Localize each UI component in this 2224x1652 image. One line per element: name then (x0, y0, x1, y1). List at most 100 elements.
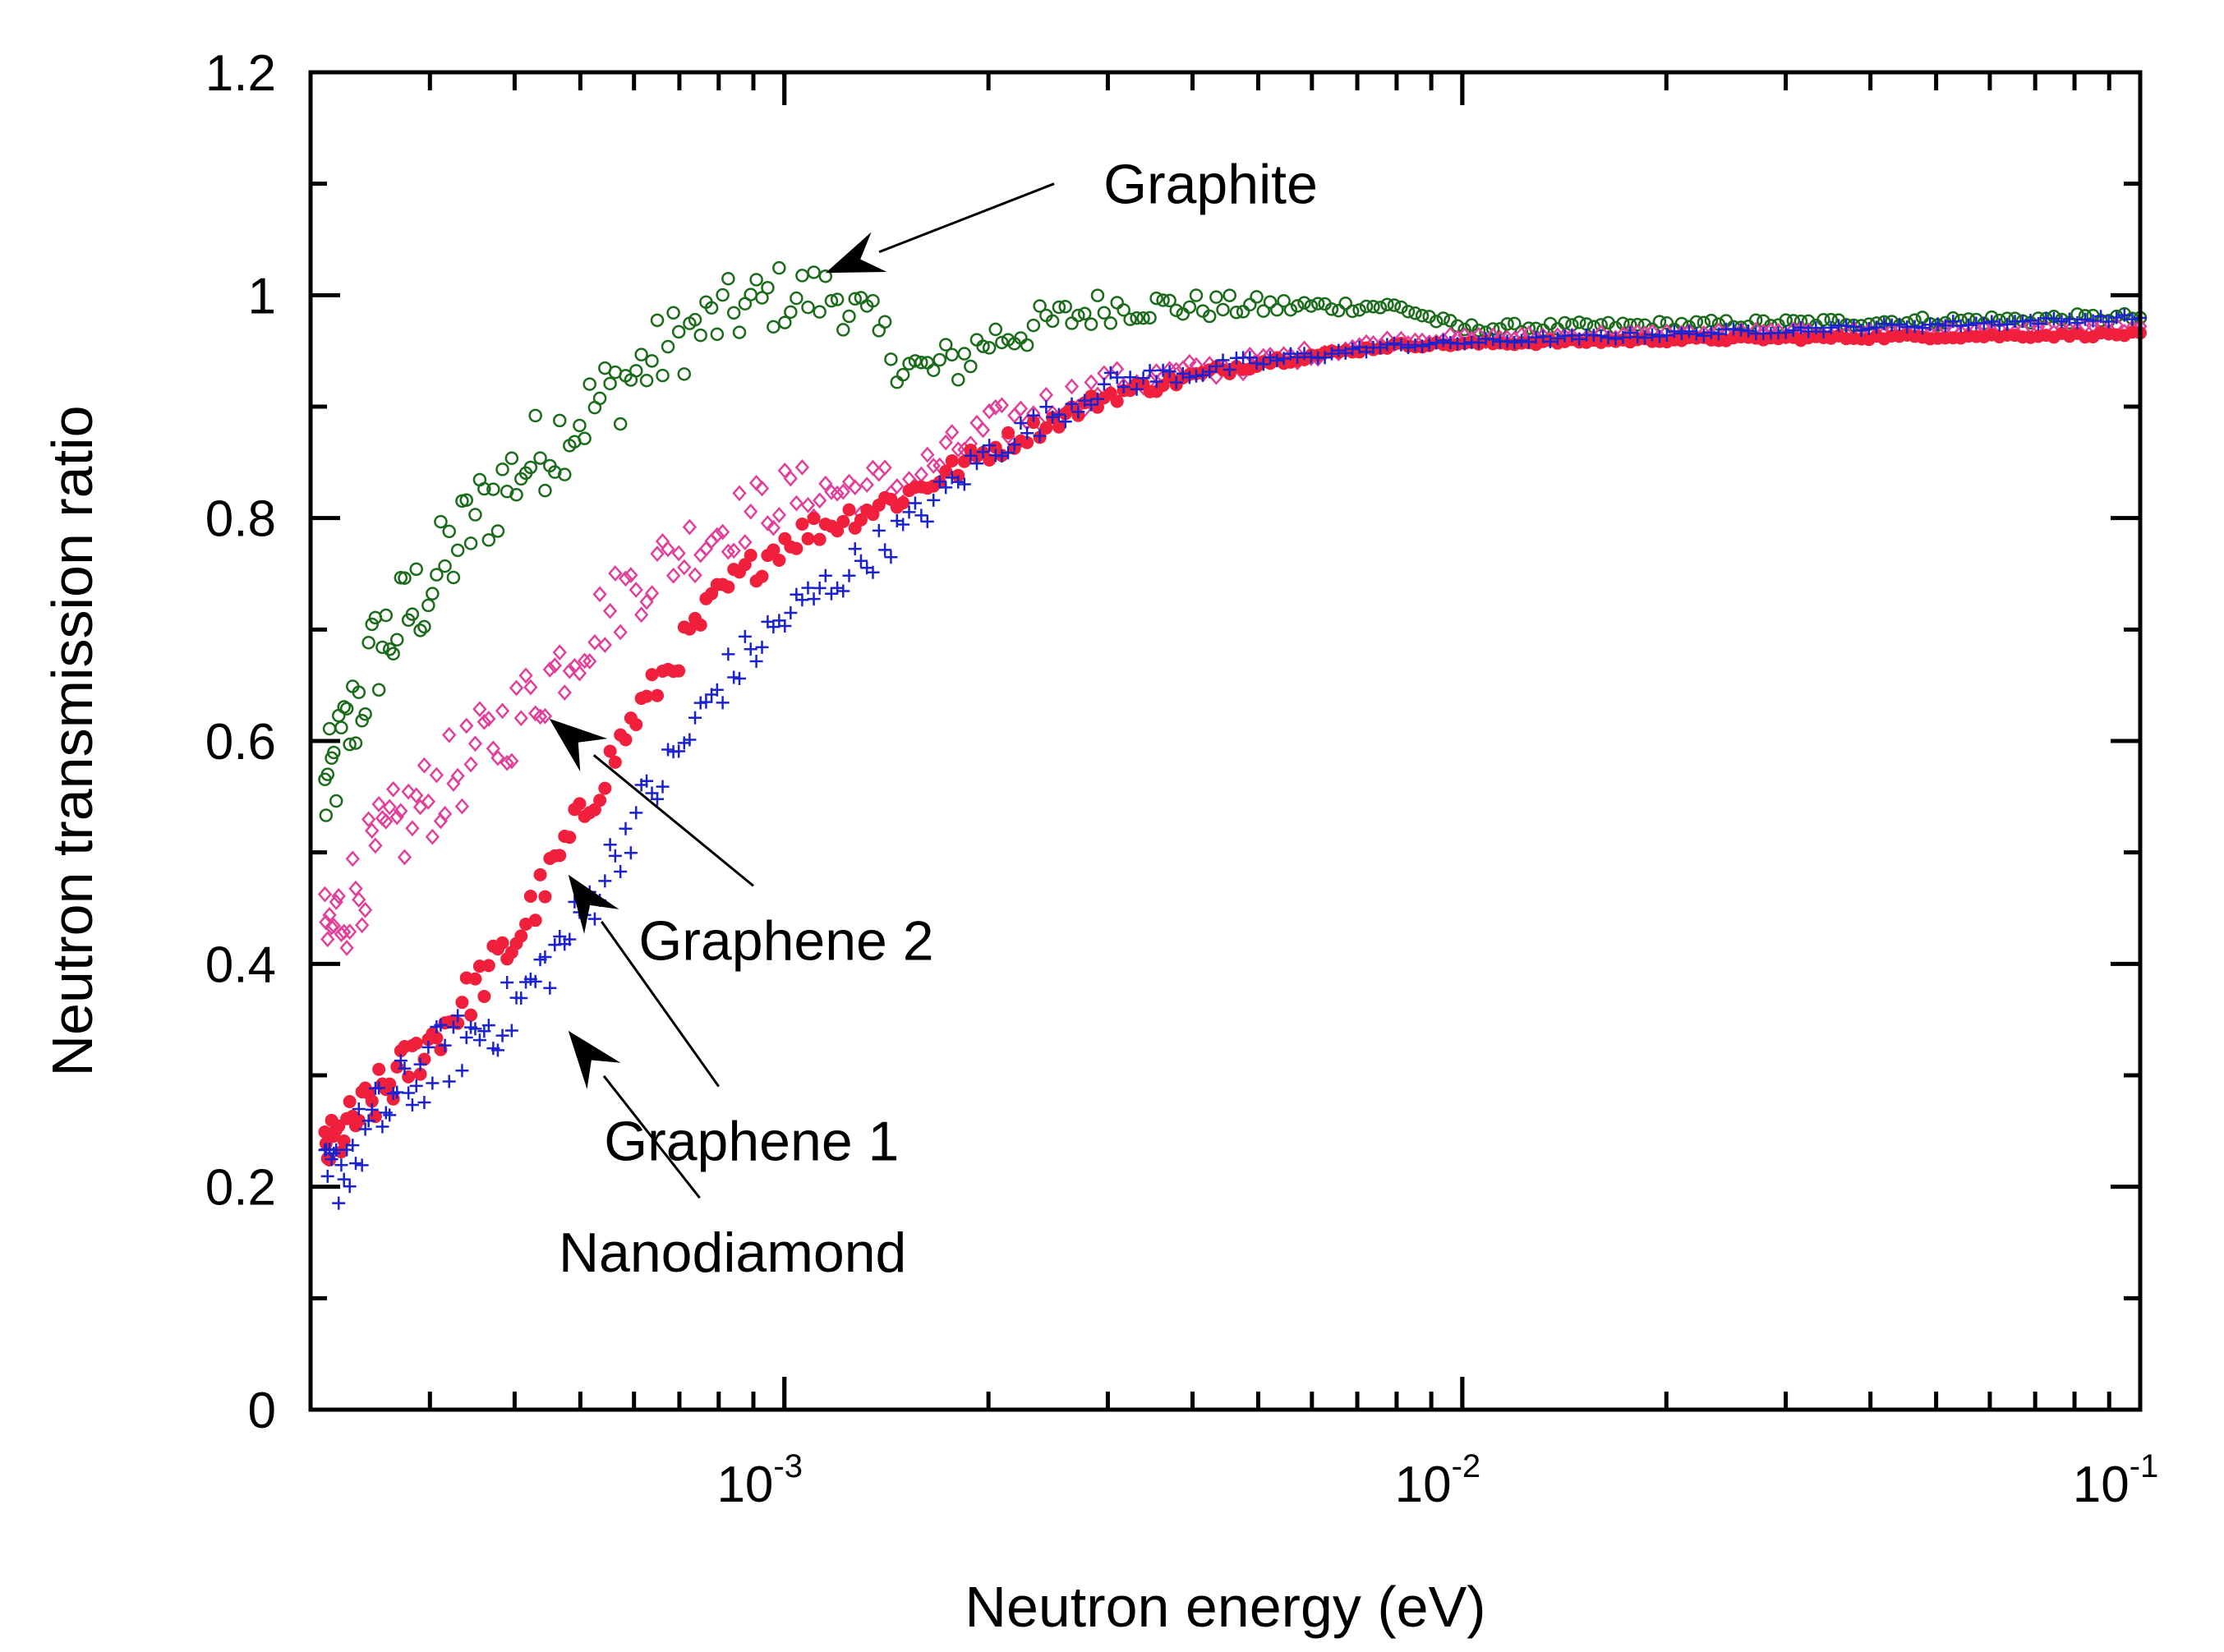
data-point (2055, 315, 2069, 329)
data-point (368, 837, 383, 854)
data-point (552, 644, 567, 661)
data-point (1422, 338, 1436, 352)
data-point (995, 449, 1009, 463)
data-point (1660, 329, 1674, 343)
data-point (1366, 300, 1380, 314)
data-point (1163, 293, 1176, 308)
data-point (1809, 321, 1823, 335)
data-point (693, 328, 707, 343)
x-tick-label: 10-3 (716, 1448, 803, 1513)
data-point (1667, 324, 1681, 338)
data-point (890, 478, 905, 495)
data-point (1609, 332, 1623, 346)
data-point (467, 735, 483, 752)
data-point (813, 305, 827, 319)
data-point (683, 733, 697, 747)
data-point (405, 1097, 419, 1111)
data-point (830, 292, 845, 306)
data-point (352, 1113, 366, 1127)
data-point (1001, 426, 1015, 439)
data-point (1149, 375, 1163, 389)
data-point (1130, 382, 1144, 396)
data-point (1182, 370, 1196, 384)
data-point (490, 1043, 504, 1057)
data-point (500, 754, 514, 771)
data-point (430, 1031, 444, 1045)
data-point (375, 1120, 389, 1134)
data-point (365, 617, 379, 632)
data-point (872, 465, 886, 482)
data-point (744, 288, 757, 301)
data-point (656, 780, 670, 794)
data-point (1189, 288, 1204, 302)
data-point (553, 413, 567, 428)
data-point (417, 619, 431, 634)
data-point (859, 476, 874, 494)
annotation-label: Nanodiamond (559, 1222, 906, 1284)
data-point (789, 495, 804, 512)
data-point (602, 602, 618, 619)
data-point (409, 787, 424, 804)
data-point (721, 543, 736, 560)
data-point (365, 1102, 379, 1116)
data-point (766, 519, 781, 536)
data-point (1962, 318, 1976, 332)
data-point (650, 313, 665, 328)
data-point (573, 797, 587, 811)
data-point (1500, 334, 1514, 348)
annotation-arrow-line (601, 921, 721, 1088)
data-point (603, 376, 617, 391)
data-point (361, 1114, 375, 1128)
data-point (572, 665, 587, 682)
data-point (437, 805, 453, 822)
data-point (582, 653, 597, 670)
data-point (677, 736, 691, 750)
data-point (710, 527, 725, 544)
data-point (1156, 363, 1170, 377)
annotation-nanodiamond: Nanodiamond (559, 1030, 906, 1284)
data-point (671, 324, 686, 339)
data-point (361, 636, 375, 650)
data-point (421, 793, 436, 810)
data-point (884, 550, 898, 564)
data-point (1038, 386, 1054, 403)
data-point (619, 733, 633, 747)
data-point (1058, 299, 1072, 314)
data-point (1938, 319, 1952, 333)
data-point (902, 505, 916, 519)
data-point (352, 1102, 366, 1116)
data-point (908, 496, 922, 510)
data-point (365, 822, 380, 840)
data-point (372, 1081, 386, 1095)
data-point (2125, 312, 2139, 326)
data-point (1429, 315, 1444, 329)
data-point (1039, 421, 1053, 435)
data-point (1877, 317, 1891, 331)
data-point (682, 518, 698, 536)
data-point (716, 696, 730, 710)
data-point (459, 717, 474, 734)
data-point (1033, 299, 1047, 313)
data-point (988, 322, 1003, 337)
data-point (1674, 326, 1688, 340)
data-point (1216, 353, 1230, 367)
data-point (914, 508, 928, 522)
data-point (1572, 332, 1586, 346)
data-point (634, 347, 648, 361)
data-point (945, 453, 959, 467)
data-point (1136, 311, 1150, 325)
data-point (343, 1095, 357, 1109)
data-point (1471, 336, 1485, 350)
data-point (951, 475, 965, 489)
data-point (640, 774, 654, 788)
data-point (1064, 378, 1080, 395)
data-point (1196, 368, 1210, 382)
data-point (325, 1153, 338, 1167)
data-point (1742, 324, 1756, 338)
data-point (477, 989, 491, 1003)
data-point (319, 808, 334, 822)
data-point (1256, 304, 1271, 318)
data-point (650, 545, 665, 563)
data-point (760, 515, 776, 531)
data-point (481, 1019, 495, 1033)
